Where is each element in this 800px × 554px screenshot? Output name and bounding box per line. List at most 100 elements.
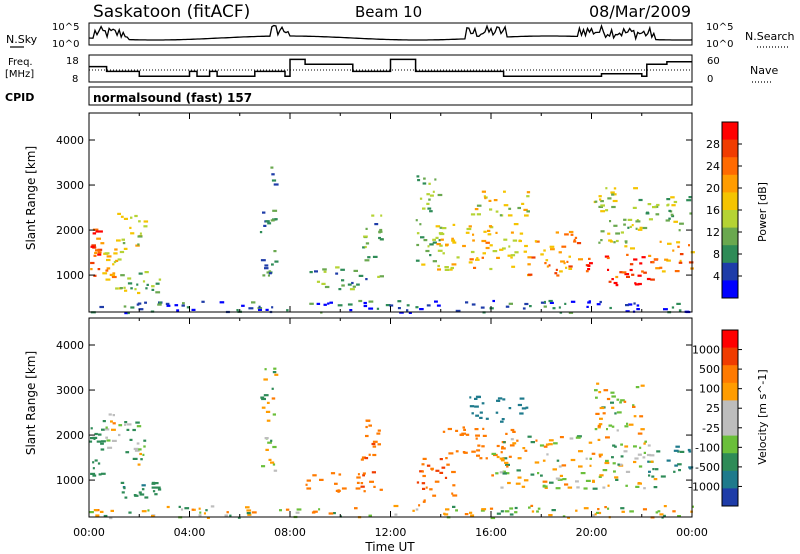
heat-cell xyxy=(642,226,648,230)
heat-cell xyxy=(140,458,143,461)
heat-cell xyxy=(468,261,473,264)
heat-cell xyxy=(580,472,586,475)
heat-cell xyxy=(430,467,434,470)
heat-cell xyxy=(268,272,272,275)
heat-cell xyxy=(504,510,510,513)
heat-cell xyxy=(480,509,485,512)
heat-cell xyxy=(137,235,143,238)
heat-cell xyxy=(589,457,592,460)
heat-cell xyxy=(568,255,571,258)
heat-cell xyxy=(616,398,620,401)
heat-cell xyxy=(358,299,363,303)
heat-cell xyxy=(334,482,338,485)
heat-cell xyxy=(633,187,638,190)
velocity-heatmap xyxy=(89,367,694,520)
heat-cell xyxy=(355,487,361,490)
xtick-label: 20:00 xyxy=(576,526,608,539)
heat-cell xyxy=(499,457,505,460)
heat-cell xyxy=(469,258,474,261)
heat-cell xyxy=(623,400,627,403)
heat-cell xyxy=(469,405,475,408)
heat-cell xyxy=(416,175,420,178)
heat-cell xyxy=(585,270,589,273)
heat-cell xyxy=(522,447,526,450)
heat-cell xyxy=(537,507,541,510)
heat-cell xyxy=(90,245,95,248)
heat-cell xyxy=(341,279,345,282)
heat-cell xyxy=(544,300,546,304)
heat-cell xyxy=(306,479,311,482)
heat-cell xyxy=(598,205,603,208)
heat-cell xyxy=(575,480,579,483)
colorbar-swatch xyxy=(722,210,738,229)
heat-cell xyxy=(639,415,644,418)
heat-cell xyxy=(115,259,119,262)
heat-cell xyxy=(522,307,526,310)
heat-cell xyxy=(576,486,580,489)
heat-cell xyxy=(656,203,660,207)
nave-label: Nave xyxy=(750,64,778,77)
colorbar-tick-label: 28 xyxy=(706,138,720,151)
heat-cell xyxy=(137,463,141,466)
heat-cell xyxy=(625,470,631,473)
heat-cell xyxy=(606,428,608,431)
nsearch-label: N.Search xyxy=(745,30,795,43)
heat-cell xyxy=(369,480,374,483)
heat-cell xyxy=(271,179,277,182)
heat-cell xyxy=(633,258,638,261)
heat-cell xyxy=(509,507,514,510)
heat-cell xyxy=(594,200,598,203)
heat-cell xyxy=(483,230,487,233)
heat-cell xyxy=(124,421,128,424)
heat-cell xyxy=(144,271,149,274)
time-axis-label: Time UT xyxy=(364,540,415,554)
heat-cell xyxy=(482,252,486,255)
heat-cell xyxy=(531,510,535,513)
heat-cell xyxy=(631,273,635,276)
heat-cell xyxy=(556,274,560,277)
heat-cell xyxy=(98,473,102,476)
heat-cell xyxy=(246,509,252,512)
colorbar-swatch xyxy=(722,227,738,246)
heat-cell xyxy=(474,397,478,400)
heat-cell xyxy=(93,254,97,257)
heat-cell xyxy=(337,304,343,307)
heat-cell xyxy=(123,487,126,490)
heat-cell xyxy=(112,422,116,425)
heat-cell xyxy=(418,504,421,507)
heat-cell xyxy=(568,230,574,234)
heat-cell xyxy=(567,486,573,489)
heat-cell xyxy=(135,421,140,424)
heat-cell xyxy=(546,265,549,268)
heat-cell xyxy=(446,463,450,466)
heat-cell xyxy=(688,450,692,453)
heat-cell xyxy=(271,173,275,176)
heat-cell xyxy=(358,274,364,277)
heat-cell xyxy=(100,442,104,445)
heat-cell xyxy=(497,399,501,402)
heat-cell xyxy=(312,474,317,477)
heat-cell xyxy=(487,229,491,232)
heat-cell xyxy=(360,485,365,488)
heat-cell xyxy=(585,479,591,482)
noise-tick-right-top: 10^5 xyxy=(706,22,733,33)
heat-cell xyxy=(503,238,508,241)
heat-cell xyxy=(338,288,342,291)
heat-cell xyxy=(678,261,683,264)
heat-cell xyxy=(376,432,381,435)
heat-cell xyxy=(265,220,270,223)
heat-cell xyxy=(470,514,475,517)
heat-cell xyxy=(329,301,333,304)
heat-cell xyxy=(588,257,591,260)
heat-cell xyxy=(543,445,548,448)
heat-cell xyxy=(368,453,371,456)
heat-cell xyxy=(485,241,490,244)
heat-cell xyxy=(530,504,534,507)
heat-cell xyxy=(421,263,426,266)
heat-cell xyxy=(272,209,278,212)
heat-cell xyxy=(135,244,140,247)
heat-cell xyxy=(476,204,482,207)
heat-cell xyxy=(558,251,562,254)
heat-cell xyxy=(611,425,615,428)
freq-tick-top: 18 xyxy=(66,56,79,67)
